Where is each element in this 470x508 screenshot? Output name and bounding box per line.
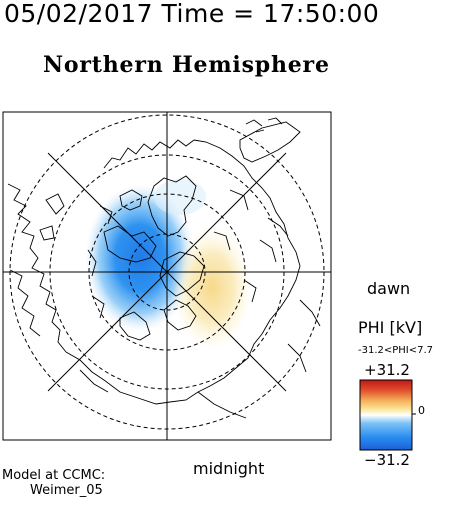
positive-potential-cell [172,226,252,350]
model-name: Weimer_05 [30,483,103,498]
hemisphere-title: Northern Hemisphere [43,52,330,78]
header-datetime: 05/02/2017 Time = 17:50:00 [4,0,380,28]
meridian-lines [3,112,331,440]
colorbar-min-label: −31.2 [364,451,410,469]
colorbar-max-label: +31.2 [364,361,410,379]
colorbar-gradient [359,379,413,451]
coastlines [7,117,321,419]
model-source-label: Model at CCMC: [2,468,106,483]
colorbar-range-text: -31.2<PHI<7.7 [358,345,434,356]
midnight-label: midnight [193,459,265,478]
colorbar-title: PHI [kV] [358,318,423,337]
colorbar-zero-label: 0 [418,404,425,417]
dawn-label: dawn [367,279,411,298]
